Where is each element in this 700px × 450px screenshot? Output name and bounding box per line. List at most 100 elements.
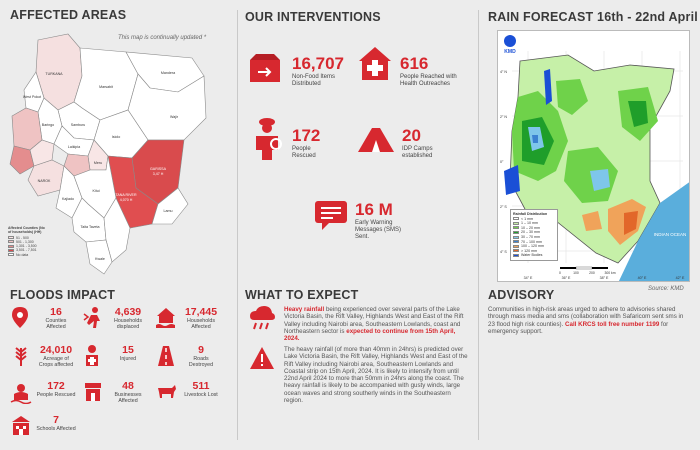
floods-impact-title: FLOODS IMPACT bbox=[10, 288, 116, 302]
stat-health-text: 616 People Reached with Health Outreache… bbox=[400, 54, 474, 88]
map-legend-item: 3,501 - 7,501 bbox=[8, 248, 46, 252]
label-garissa: GARISSA bbox=[150, 167, 167, 171]
lat-label: 2° S bbox=[500, 205, 507, 209]
legend-swatch bbox=[513, 221, 519, 225]
shop-icon bbox=[85, 383, 101, 401]
health-cross-icon bbox=[359, 47, 391, 80]
stat-rescued bbox=[252, 116, 282, 165]
label-tana-river: TANA RIVER bbox=[115, 193, 137, 197]
map-note: This map is continually updated * bbox=[118, 35, 207, 41]
forecast-legend-item: > 120 mm bbox=[513, 249, 555, 254]
map-legend-title: Affected Counties (No of households) (HH… bbox=[8, 226, 45, 235]
label-kwale: Kwale bbox=[95, 257, 105, 261]
tent-icon bbox=[358, 128, 394, 152]
label-laikipia: Laikipia bbox=[68, 145, 80, 149]
map-legend-item: 1,301 - 3,500 bbox=[8, 244, 46, 248]
lat-label: 4° S bbox=[500, 250, 507, 254]
label-samburu: Samburu bbox=[71, 123, 86, 127]
legend-label: 100 – 120 mm bbox=[521, 244, 544, 249]
legend-label: > 120 mm bbox=[521, 248, 538, 253]
legend-label: 1,301 - 3,500 bbox=[16, 244, 37, 249]
impact-label: Businesses Affected bbox=[114, 392, 142, 404]
rain-cloud-icon bbox=[250, 306, 275, 330]
stat-sms-value: 16 M bbox=[355, 200, 393, 219]
impact-item: 15 Injured bbox=[82, 344, 148, 368]
impact-label: People Rescued bbox=[36, 392, 76, 398]
label-isiolo: Isiolo bbox=[112, 135, 120, 139]
stat-idp-label: IDP Camps established bbox=[402, 146, 433, 159]
column-divider bbox=[478, 10, 479, 440]
kmd-logo-text: KMD bbox=[504, 49, 516, 55]
column-divider bbox=[237, 10, 238, 440]
cow-icon bbox=[158, 385, 176, 398]
ocean-label: INDIAN OCEAN bbox=[654, 232, 687, 237]
lake-basin-counties bbox=[9, 145, 35, 175]
forecast-legend-item: 30 – 70 mm bbox=[513, 235, 555, 240]
legend-swatch bbox=[513, 226, 519, 230]
impact-item: 511 Livestock Lost bbox=[155, 380, 221, 404]
advisory-hotline: Call KRCS toll free number 1199 bbox=[565, 320, 660, 328]
label-meru: Meru bbox=[94, 161, 102, 165]
impact-label: Counties Affected bbox=[45, 318, 67, 330]
impact-label: Schools Affected bbox=[36, 426, 76, 432]
expect-highlight-2: expected to continue from 15th April, 20… bbox=[284, 327, 456, 343]
impact-item: 17,445 Households Affected bbox=[155, 306, 221, 330]
stat-rescued-label: People Rescued bbox=[292, 146, 316, 159]
stat-idp bbox=[356, 124, 396, 159]
stat-sms-label: Early Warning Messages (SMS) Sent. bbox=[355, 220, 402, 240]
forecast-legend-item: 10 – 20 mm bbox=[513, 226, 555, 231]
legend-label: 10 – 20 mm bbox=[521, 225, 540, 230]
legend-swatch bbox=[513, 217, 519, 221]
legend-swatch bbox=[513, 235, 519, 239]
label-west-pokot: West Pokot bbox=[23, 95, 41, 99]
forecast-source: Source: KMD bbox=[648, 286, 684, 292]
label-garissa-hh: 3,47 H bbox=[153, 172, 164, 176]
impact-item: 7 Schools Affected bbox=[10, 414, 76, 438]
interventions-title: OUR INTERVENTIONS bbox=[245, 10, 381, 24]
stat-idp-value: 20 bbox=[402, 126, 421, 145]
label-tana-river-hh: 4,070 H bbox=[120, 198, 133, 202]
impact-item: 48 Businesses Affected bbox=[82, 380, 148, 404]
rain-forecast-map: KMD INDIAN OCEAN 4° N 2° N 0° 2° S 4° S … bbox=[497, 30, 690, 282]
scale-label: 300 km bbox=[604, 271, 615, 275]
stat-health bbox=[358, 46, 392, 87]
legend-label: 3,501 - 7,501 bbox=[16, 248, 37, 253]
impact-value: 511 bbox=[192, 380, 210, 392]
forecast-legend-item: 1 – 10 mm bbox=[513, 221, 555, 226]
stat-health-label: People Reached with Health Outreaches bbox=[400, 74, 457, 87]
legend-label: 20 – 30 mm bbox=[521, 230, 540, 235]
advisory-title: ADVISORY bbox=[488, 288, 555, 302]
road-icon bbox=[158, 346, 174, 366]
legend-swatch bbox=[513, 240, 519, 244]
impact-label: Households Affected bbox=[187, 318, 215, 330]
forecast-legend-item: 100 – 120 mm bbox=[513, 244, 555, 249]
advisory-paragraph: Communities in high-risk areas urged to … bbox=[488, 306, 688, 335]
legend-label: 70 – 100 mm bbox=[521, 239, 542, 244]
legend-swatch bbox=[513, 230, 519, 234]
legend-swatch bbox=[8, 249, 14, 253]
impact-value: 4,639 bbox=[114, 306, 142, 318]
impact-value: 9 bbox=[198, 344, 204, 356]
legend-swatch bbox=[8, 244, 14, 248]
stat-rescued-text: 172 People Rescued bbox=[292, 126, 332, 160]
map-pin-icon bbox=[12, 307, 28, 328]
impact-item: 24,010 Acreage of Crops affected bbox=[10, 344, 76, 368]
stat-nfi-value: 16,707 bbox=[292, 54, 344, 73]
map-legend: Affected Counties (No of households) (HH… bbox=[8, 226, 46, 257]
legend-swatch bbox=[513, 253, 519, 257]
lon-label: 40° E bbox=[638, 276, 647, 280]
lat-label: 4° N bbox=[500, 70, 507, 74]
legend-label: < 1 mm bbox=[521, 216, 534, 221]
legend-swatch bbox=[8, 253, 14, 257]
forecast-legend-title: Rainfall Distribution bbox=[513, 212, 548, 216]
label-marsabit: Marsabit bbox=[99, 85, 113, 89]
stat-nfi bbox=[248, 52, 282, 89]
lon-label: 42° E bbox=[676, 276, 685, 280]
impact-label: Acreage of Crops affected bbox=[38, 356, 74, 368]
warning-icon bbox=[250, 347, 274, 369]
scale-label: 100 bbox=[573, 271, 579, 275]
legend-label: 1 – 10 mm bbox=[521, 221, 538, 226]
forecast-legend: Rainfall Distribution < 1 mm 1 – 10 mm 10 … bbox=[510, 209, 558, 261]
scale-bar: 0 100 200 300 km bbox=[559, 266, 616, 275]
impact-item: 9 Roads Destroyed bbox=[155, 344, 221, 368]
